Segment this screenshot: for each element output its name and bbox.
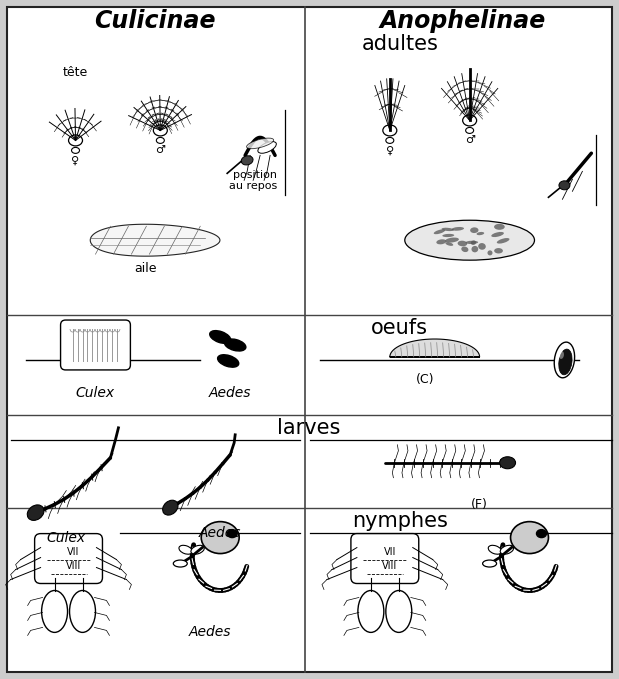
Ellipse shape	[69, 591, 95, 632]
Ellipse shape	[191, 545, 204, 554]
FancyBboxPatch shape	[351, 534, 419, 583]
Text: position
au repos: position au repos	[229, 170, 277, 191]
Text: Aedes: Aedes	[189, 625, 232, 640]
Ellipse shape	[457, 240, 467, 246]
Ellipse shape	[470, 227, 478, 233]
Ellipse shape	[72, 147, 79, 153]
Ellipse shape	[405, 220, 534, 260]
Ellipse shape	[559, 349, 572, 375]
Ellipse shape	[225, 339, 246, 351]
Text: ♀: ♀	[386, 145, 394, 155]
Text: Aedes: Aedes	[199, 526, 241, 540]
Text: VII: VII	[67, 547, 80, 557]
Ellipse shape	[500, 457, 516, 469]
Ellipse shape	[163, 500, 178, 515]
Ellipse shape	[461, 246, 469, 252]
Ellipse shape	[445, 238, 459, 242]
Ellipse shape	[488, 545, 501, 554]
Text: VII: VII	[384, 547, 396, 557]
Ellipse shape	[472, 246, 478, 253]
Text: adultes: adultes	[361, 33, 438, 54]
Ellipse shape	[436, 239, 446, 244]
Ellipse shape	[494, 248, 503, 253]
Text: Aedes: Aedes	[209, 386, 251, 400]
Ellipse shape	[386, 591, 412, 632]
Text: oeufs: oeufs	[371, 318, 428, 338]
FancyBboxPatch shape	[7, 7, 612, 672]
Ellipse shape	[241, 155, 253, 165]
Ellipse shape	[434, 230, 445, 234]
Text: larves: larves	[277, 418, 340, 438]
Ellipse shape	[201, 521, 239, 553]
Text: ♀: ♀	[71, 155, 80, 166]
Ellipse shape	[157, 137, 164, 143]
Ellipse shape	[383, 125, 397, 136]
Ellipse shape	[537, 530, 547, 538]
Text: ♂: ♂	[465, 135, 475, 145]
Text: Anophelinae: Anophelinae	[379, 9, 546, 33]
Ellipse shape	[465, 128, 474, 133]
Ellipse shape	[227, 530, 237, 538]
Ellipse shape	[559, 181, 570, 190]
Ellipse shape	[69, 135, 82, 146]
Ellipse shape	[511, 521, 548, 553]
Ellipse shape	[452, 227, 464, 231]
FancyBboxPatch shape	[61, 320, 131, 370]
Text: ♂: ♂	[155, 145, 165, 155]
Text: Culicinae: Culicinae	[95, 9, 216, 33]
Text: tête: tête	[63, 66, 88, 79]
Ellipse shape	[497, 238, 509, 244]
Text: Culex: Culex	[76, 386, 115, 400]
Ellipse shape	[41, 591, 67, 632]
Ellipse shape	[462, 115, 477, 126]
Text: nymphes: nymphes	[352, 511, 448, 530]
Ellipse shape	[246, 138, 274, 149]
Text: (F): (F)	[471, 498, 488, 511]
Text: VIII: VIII	[66, 561, 81, 570]
Ellipse shape	[386, 137, 394, 143]
Ellipse shape	[477, 232, 484, 235]
Ellipse shape	[494, 224, 504, 230]
Ellipse shape	[154, 125, 167, 136]
Ellipse shape	[554, 342, 574, 378]
Ellipse shape	[500, 545, 514, 554]
Polygon shape	[390, 339, 480, 357]
Ellipse shape	[483, 560, 496, 567]
Polygon shape	[90, 224, 220, 256]
Ellipse shape	[210, 331, 231, 344]
Text: (C): (C)	[415, 373, 434, 386]
Ellipse shape	[27, 505, 44, 520]
Ellipse shape	[471, 240, 476, 245]
Ellipse shape	[258, 141, 276, 153]
Text: aile: aile	[134, 261, 157, 274]
Ellipse shape	[173, 560, 188, 567]
Ellipse shape	[358, 591, 384, 632]
Text: VIII: VIII	[382, 561, 397, 570]
Ellipse shape	[441, 227, 454, 231]
Ellipse shape	[465, 241, 478, 244]
Ellipse shape	[446, 242, 453, 246]
Ellipse shape	[491, 232, 504, 237]
Ellipse shape	[218, 354, 239, 367]
FancyBboxPatch shape	[35, 534, 103, 583]
Ellipse shape	[478, 243, 486, 250]
Ellipse shape	[488, 251, 493, 255]
Ellipse shape	[559, 351, 564, 359]
Ellipse shape	[443, 234, 454, 237]
Ellipse shape	[179, 545, 193, 554]
Text: Culex: Culex	[46, 530, 85, 545]
